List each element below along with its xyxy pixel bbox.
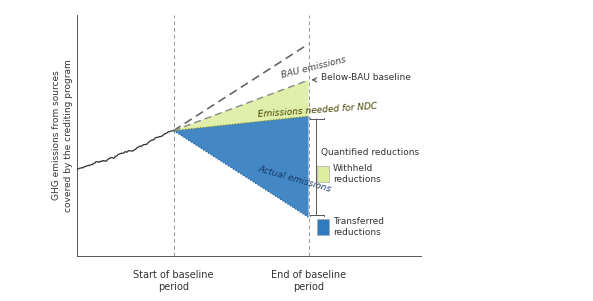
Text: End of baseline
period: End of baseline period xyxy=(271,270,346,292)
Bar xyxy=(317,166,330,182)
Text: Actual emissions: Actual emissions xyxy=(257,164,333,194)
Bar xyxy=(317,219,330,235)
Text: Emissions needed for NDC: Emissions needed for NDC xyxy=(257,101,377,119)
Y-axis label: GHG emissions from sources
covered by the crediting program: GHG emissions from sources covered by th… xyxy=(52,59,73,212)
Text: Start of baseline
period: Start of baseline period xyxy=(133,270,213,292)
Polygon shape xyxy=(174,80,308,131)
Polygon shape xyxy=(174,116,308,217)
Text: Below-BAU baseline: Below-BAU baseline xyxy=(313,73,412,82)
Text: Transferred
reductions: Transferred reductions xyxy=(333,217,384,237)
Text: BAU emissions: BAU emissions xyxy=(280,55,347,80)
Text: Quantified reductions: Quantified reductions xyxy=(321,148,419,157)
Text: Withheld
reductions: Withheld reductions xyxy=(333,164,380,184)
